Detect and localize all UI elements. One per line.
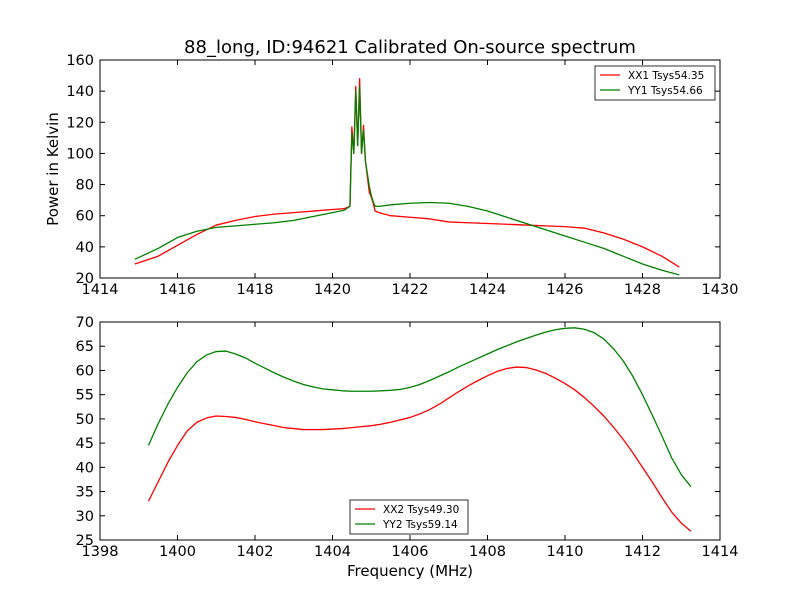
x-tick-label: 1414 <box>82 282 119 298</box>
x-tick-label: 1418 <box>237 282 274 298</box>
y-tick-label: 100 <box>66 146 94 162</box>
x-tick-label: 1414 <box>702 544 739 560</box>
x-axis-title: Frequency (MHz) <box>347 562 473 580</box>
y-tick-label: 45 <box>76 436 94 452</box>
x-tick-label: 1428 <box>624 282 661 298</box>
y-tick-label: 120 <box>66 115 94 131</box>
y-tick-label: 60 <box>76 363 94 379</box>
y-tick-label: 70 <box>76 315 94 331</box>
legend-box-2 <box>349 499 469 535</box>
legend-label: YY1 Tsys54.66 <box>627 85 703 97</box>
x-tick-label: 1404 <box>314 544 351 560</box>
x-tick-label: 1426 <box>547 282 584 298</box>
chart-title: 88_long, ID:94621 Calibrated On-source s… <box>184 37 636 58</box>
y-tick-label: 55 <box>76 388 94 404</box>
legend-label: YY2 Tsys59.14 <box>382 519 458 531</box>
y-tick-label: 65 <box>76 339 94 355</box>
legend-label: XX2 Tsys49.30 <box>383 504 459 516</box>
legend-label: XX1 Tsys54.35 <box>628 70 704 82</box>
x-tick-label: 1430 <box>702 282 739 298</box>
x-tick-label: 1406 <box>392 544 429 560</box>
y-tick-label: 80 <box>76 178 94 194</box>
panel-1: 1414 1416 1418 1420 1422 1424 1426 1428 1430 20 40… <box>44 53 738 298</box>
series-line-1-1 <box>134 78 680 268</box>
x-tick-label: 1402 <box>237 544 274 560</box>
y-tick-label: 25 <box>76 533 94 549</box>
x-tick-label: 1420 <box>314 282 351 298</box>
series-line-1-2 <box>134 85 680 276</box>
y-tick-label: 60 <box>76 209 94 225</box>
x-tick-label: 1424 <box>469 282 506 298</box>
x-tick-label: 1416 <box>159 282 196 298</box>
y-tick-label: 140 <box>66 84 94 100</box>
y-tick-label: 160 <box>66 53 94 69</box>
x-tick-label: 1398 <box>82 544 119 560</box>
y-tick-label: 35 <box>76 485 94 501</box>
y-axis-title: Power in Kelvin <box>44 112 62 226</box>
x-tick-label: 1422 <box>392 282 429 298</box>
x-tick-label: 1408 <box>469 544 506 560</box>
series-line-2-1 <box>147 366 692 532</box>
y-tick-label: 40 <box>76 460 94 476</box>
y-tick-label: 30 <box>76 509 94 525</box>
y-tick-label: 40 <box>76 240 94 256</box>
x-tick-label: 1410 <box>547 544 584 560</box>
x-tick-label: 1412 <box>624 544 661 560</box>
series-line-2-2 <box>147 327 692 488</box>
legend-box-1 <box>594 65 716 101</box>
panel-2: 1398 1400 1402 1404 1406 1408 1410 1412 1414 25 30… <box>76 315 739 560</box>
x-tick-label: 1400 <box>159 544 196 560</box>
y-tick-label: 50 <box>76 412 94 428</box>
y-tick-label: 20 <box>76 271 94 287</box>
